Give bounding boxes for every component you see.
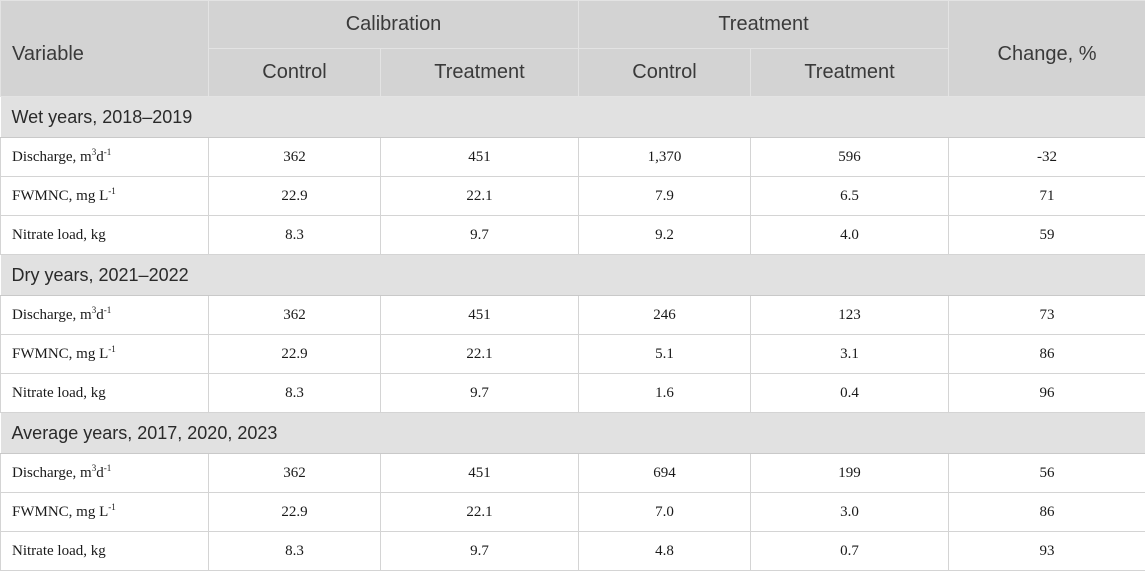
- row-label-text: FWMNC, mg L: [12, 346, 108, 362]
- calibration-treatment-cell: 9.7: [381, 532, 579, 571]
- row-label: Discharge, m3d-1: [1, 454, 209, 493]
- row-label-text: Nitrate load, kg: [12, 385, 106, 401]
- treatment-control-header: Control: [579, 49, 751, 97]
- row-label-text: Nitrate load, kg: [12, 227, 106, 243]
- treatment-treatment-cell: 6.5: [751, 177, 949, 216]
- row-label: Discharge, m3d-1: [1, 138, 209, 177]
- treatment-control-cell: 5.1: [579, 335, 751, 374]
- calibration-treatment-cell: 9.7: [381, 216, 579, 255]
- treatment-treatment-cell: 4.0: [751, 216, 949, 255]
- table-header: Variable Calibration Treatment Change, %…: [1, 1, 1145, 97]
- change-cell: -32: [949, 138, 1145, 177]
- row-label-text: Discharge, m: [12, 465, 92, 481]
- treatment-treatment-cell: 3.0: [751, 493, 949, 532]
- row-label: FWMNC, mg L-1: [1, 493, 209, 532]
- calibration-treatment-header: Treatment: [381, 49, 579, 97]
- row-label-unit: d: [96, 307, 104, 323]
- section-row: Average years, 2017, 2020, 2023: [1, 413, 1145, 454]
- calibration-treatment-cell: 9.7: [381, 374, 579, 413]
- row-label: FWMNC, mg L-1: [1, 335, 209, 374]
- calibration-header: Calibration: [209, 1, 579, 49]
- treatment-treatment-cell: 0.7: [751, 532, 949, 571]
- treatment-treatment-cell: 123: [751, 296, 949, 335]
- row-label-unit: d: [96, 465, 104, 481]
- treatment-control-cell: 694: [579, 454, 751, 493]
- row-label-text: Discharge, m: [12, 307, 92, 323]
- row-label: Nitrate load, kg: [1, 374, 209, 413]
- calibration-control-cell: 362: [209, 138, 381, 177]
- treatment-treatment-cell: 596: [751, 138, 949, 177]
- row-label: Discharge, m3d-1: [1, 296, 209, 335]
- section-row: Wet years, 2018–2019: [1, 97, 1145, 138]
- section-title: Dry years, 2021–2022: [1, 255, 1145, 296]
- row-label-superscript: -1: [104, 463, 112, 473]
- change-header: Change, %: [949, 1, 1145, 97]
- calibration-control-cell: 362: [209, 296, 381, 335]
- treatment-treatment-cell: 199: [751, 454, 949, 493]
- change-cell: 93: [949, 532, 1145, 571]
- calibration-treatment-cell: 22.1: [381, 493, 579, 532]
- treatment-control-cell: 7.0: [579, 493, 751, 532]
- row-label-superscript: -1: [104, 305, 112, 315]
- calibration-control-cell: 22.9: [209, 493, 381, 532]
- change-cell: 71: [949, 177, 1145, 216]
- treatment-period-header: Treatment: [579, 1, 949, 49]
- row-label-text: Nitrate load, kg: [12, 543, 106, 559]
- treatment-control-cell: 4.8: [579, 532, 751, 571]
- treatment-control-cell: 7.9: [579, 177, 751, 216]
- calibration-control-header: Control: [209, 49, 381, 97]
- row-label: Nitrate load, kg: [1, 216, 209, 255]
- section-row: Dry years, 2021–2022: [1, 255, 1145, 296]
- header-row-top: Variable Calibration Treatment Change, %: [1, 1, 1145, 49]
- calibration-treatment-cell: 451: [381, 454, 579, 493]
- change-cell: 86: [949, 335, 1145, 374]
- calibration-treatment-cell: 22.1: [381, 335, 579, 374]
- change-cell: 96: [949, 374, 1145, 413]
- calibration-control-cell: 362: [209, 454, 381, 493]
- calibration-control-cell: 22.9: [209, 177, 381, 216]
- change-cell: 59: [949, 216, 1145, 255]
- calibration-control-cell: 8.3: [209, 374, 381, 413]
- calibration-treatment-cell: 451: [381, 138, 579, 177]
- treatment-control-cell: 1.6: [579, 374, 751, 413]
- change-cell: 86: [949, 493, 1145, 532]
- calibration-control-cell: 22.9: [209, 335, 381, 374]
- row-label-superscript: -1: [108, 344, 116, 354]
- row-label-superscript: -1: [108, 186, 116, 196]
- row-label-superscript: -1: [108, 502, 116, 512]
- row-label-unit: d: [96, 149, 104, 165]
- calibration-treatment-cell: 22.1: [381, 177, 579, 216]
- treatment-control-cell: 1,370: [579, 138, 751, 177]
- treatment-control-cell: 246: [579, 296, 751, 335]
- row-label-text: Discharge, m: [12, 149, 92, 165]
- treatment-treatment-cell: 3.1: [751, 335, 949, 374]
- row-label: Nitrate load, kg: [1, 532, 209, 571]
- section-title: Average years, 2017, 2020, 2023: [1, 413, 1145, 454]
- row-label: FWMNC, mg L-1: [1, 177, 209, 216]
- treatment-control-cell: 9.2: [579, 216, 751, 255]
- row-label-text: FWMNC, mg L: [12, 504, 108, 520]
- change-cell: 56: [949, 454, 1145, 493]
- calibration-control-cell: 8.3: [209, 216, 381, 255]
- row-label-text: FWMNC, mg L: [12, 188, 108, 204]
- calibration-treatment-cell: 451: [381, 296, 579, 335]
- variable-header: Variable: [1, 1, 209, 97]
- row-label-superscript: -1: [104, 147, 112, 157]
- change-cell: 73: [949, 296, 1145, 335]
- section-title: Wet years, 2018–2019: [1, 97, 1145, 138]
- calibration-control-cell: 8.3: [209, 532, 381, 571]
- treatment-treatment-header: Treatment: [751, 49, 949, 97]
- treatment-treatment-cell: 0.4: [751, 374, 949, 413]
